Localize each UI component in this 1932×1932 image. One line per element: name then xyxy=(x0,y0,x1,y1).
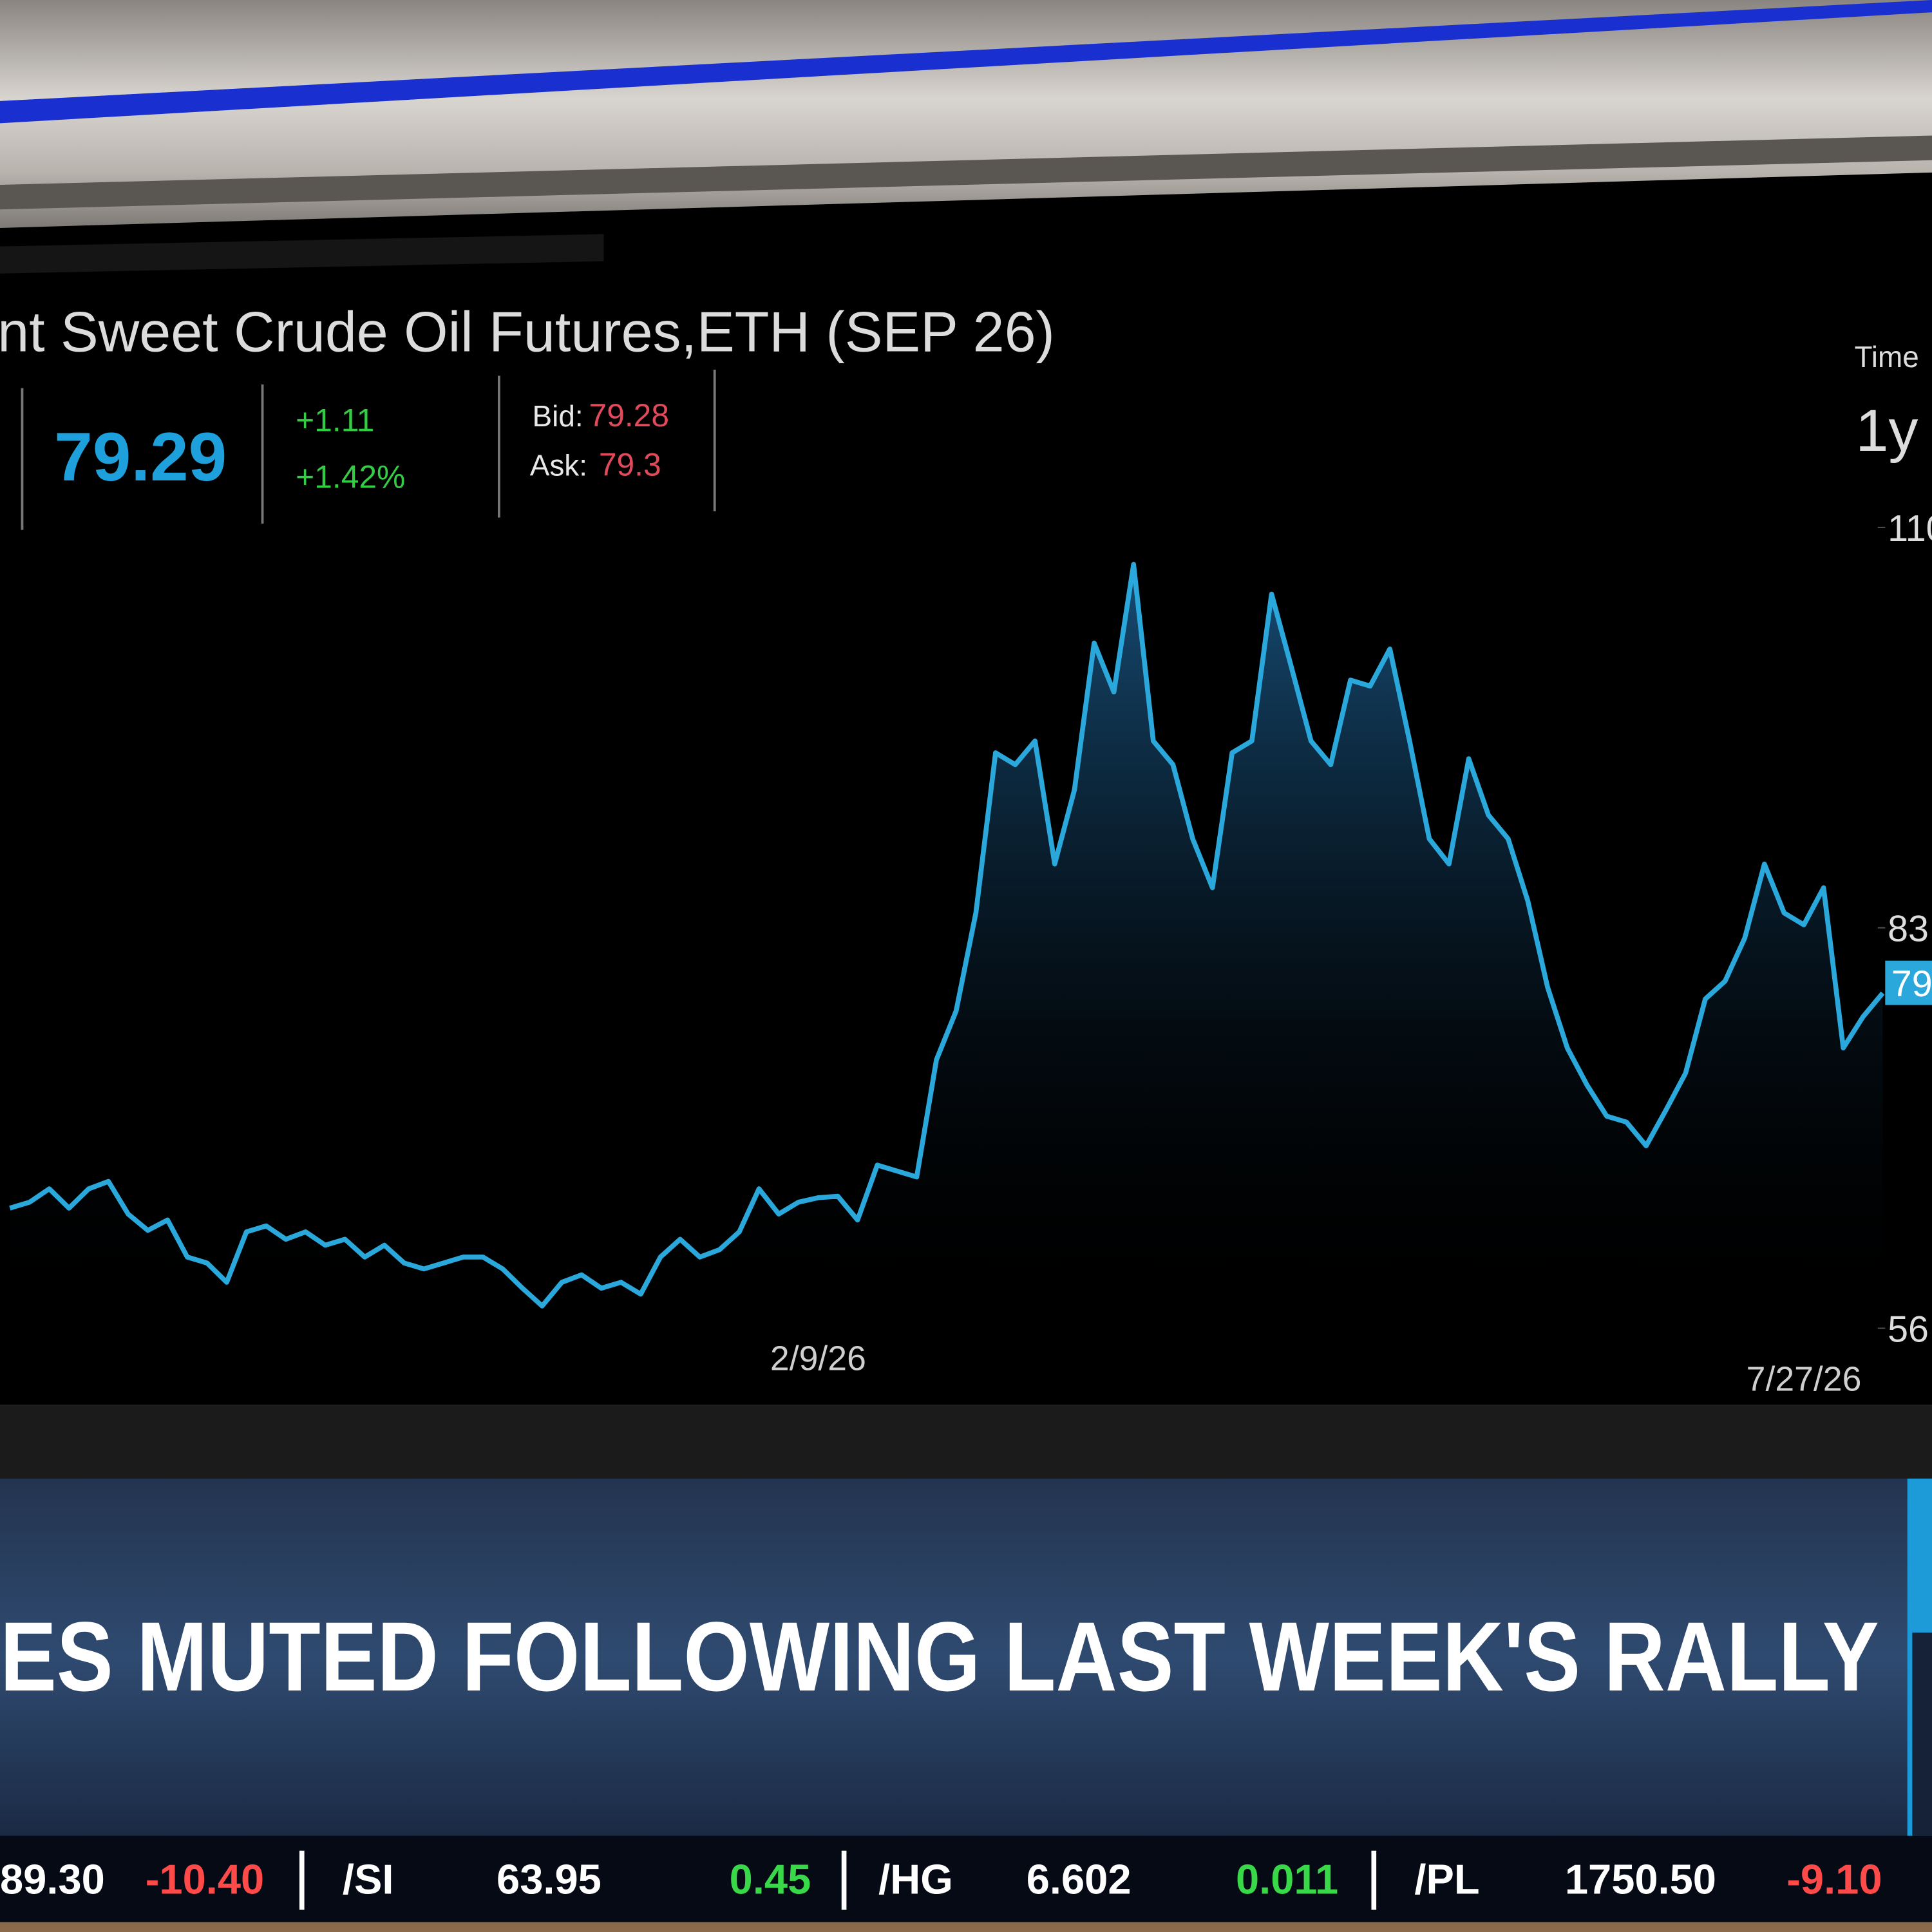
price-tag-label: 79.29 xyxy=(1891,963,1932,1005)
accent-strip-dark xyxy=(1912,1633,1932,1836)
x-tick-label: 7/27/26 xyxy=(1747,1361,1862,1399)
tab-bar xyxy=(0,234,604,274)
blue-stripe xyxy=(0,0,1932,124)
y-tick-label: 110 xyxy=(1888,508,1932,549)
time-label: Time xyxy=(1854,340,1918,374)
y-tick-label: 83 xyxy=(1888,909,1929,950)
bid-label: Bid: xyxy=(533,399,583,433)
ticker-separator xyxy=(299,1850,305,1910)
desk xyxy=(0,1922,1932,1932)
ticker-change: -9.10 xyxy=(1786,1856,1882,1903)
ticker-value: 1750.50 xyxy=(1565,1856,1716,1903)
change: +1.11 xyxy=(296,402,374,439)
ticker-value: 89.30 xyxy=(0,1856,105,1903)
ticker-value: 63.95 xyxy=(497,1856,601,1903)
area-fill xyxy=(10,564,1883,1329)
ticker-change: 0.45 xyxy=(730,1856,811,1903)
chart-title: nt Sweet Crude Oil Futures,ETH (SEP 26) xyxy=(0,299,1055,363)
headline: ES MUTED FOLLOWING LAST WEEK'S RALLY xyxy=(0,1602,1879,1712)
ticker-separator xyxy=(1371,1850,1377,1910)
x-tick-label: 2/9/26 xyxy=(770,1340,866,1378)
ticker: 89.30 -10.40/SI 63.95 0.45/HG 6.602 0.011/PL 1… xyxy=(0,1850,1882,1910)
y-tick-label: 56 xyxy=(1888,1309,1929,1350)
ticker-separator xyxy=(841,1850,847,1910)
chart: 110 83 56 2/9/26 7/27/26 79.29 xyxy=(9,508,1932,1399)
ticker-change: 0.011 xyxy=(1236,1856,1338,1903)
ticker-symbol: /HG xyxy=(878,1856,953,1903)
ticker-value: 6.602 xyxy=(1027,1856,1132,1903)
ticker-bar xyxy=(0,1835,1932,1922)
bezel-edge xyxy=(0,135,1932,210)
ticker-symbol: /PL xyxy=(1414,1856,1479,1903)
ask-label: Ask: xyxy=(530,449,587,482)
change-pct: +1.42% xyxy=(296,459,405,495)
last-price: 79.29 xyxy=(54,418,227,495)
ticker-change: -10.40 xyxy=(146,1856,264,1903)
headline-band xyxy=(0,1478,1932,1836)
ticker-symbol: /SI xyxy=(343,1856,394,1903)
timeframe[interactable]: 1y xyxy=(1855,398,1918,464)
price-line xyxy=(9,562,1885,1309)
price-tag xyxy=(1885,960,1932,1005)
screen-bottom xyxy=(0,1405,1932,1479)
ask: 79.3 xyxy=(599,447,661,483)
bid: 79.28 xyxy=(589,397,669,433)
